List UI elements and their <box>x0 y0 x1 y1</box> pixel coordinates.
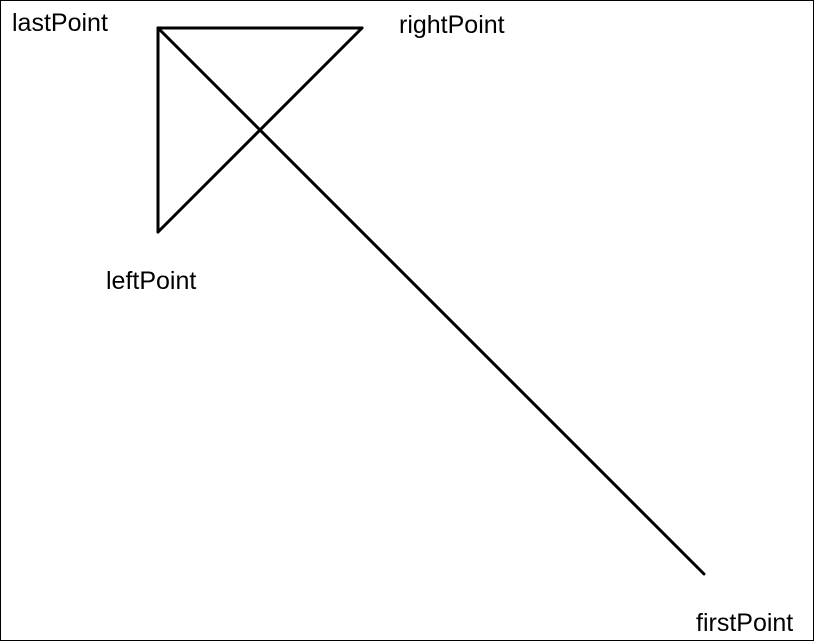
first-point-label: firstPoint <box>696 609 794 637</box>
right-point-label: rightPoint <box>399 11 505 39</box>
segment-first-to-last <box>156 26 706 576</box>
last-point-label: lastPoint <box>12 9 108 37</box>
polyline-group <box>156 26 706 576</box>
segment-right-to-left <box>156 26 364 234</box>
left-point-label: leftPoint <box>106 267 197 295</box>
